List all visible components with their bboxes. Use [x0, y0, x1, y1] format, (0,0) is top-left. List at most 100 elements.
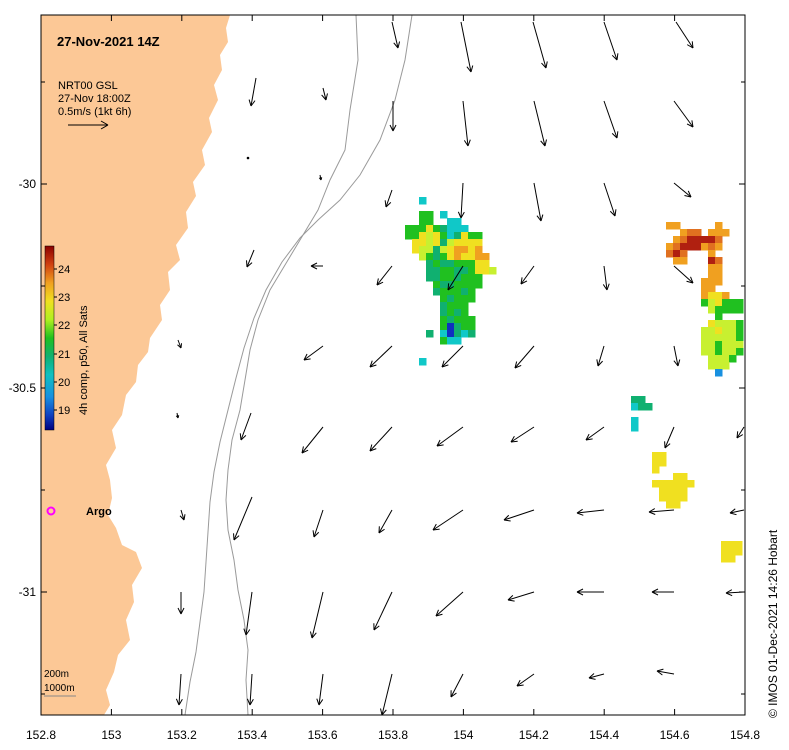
x-tick-label: 153.2: [167, 728, 197, 742]
colorbar-tick-label: 23: [58, 292, 70, 304]
current-vector: [675, 21, 694, 49]
x-tick-label: 153.8: [378, 728, 408, 742]
current-vector: [457, 182, 465, 219]
current-vector: [303, 345, 324, 361]
current-vector: [389, 101, 397, 132]
current-vector: [301, 426, 324, 454]
current-vector: [246, 156, 250, 160]
current-vector: [447, 265, 464, 291]
current-vector: [462, 100, 471, 147]
current-vector: [450, 673, 464, 698]
map-title: 27-Nov-2021 14Z: [57, 34, 160, 49]
x-axis-labels: 152.8 153 153.2 153.4 153.6 153.8 154 154.2 154.…: [26, 728, 760, 742]
current-vector: [391, 21, 401, 49]
x-tick-label: 154.8: [730, 728, 760, 742]
current-vector: [648, 508, 675, 515]
y-tick-label: -30.5: [9, 381, 37, 395]
y-tick-label: -30: [19, 177, 37, 191]
current-vector: [321, 87, 328, 101]
depth-legend-1000m: 1000m: [44, 683, 75, 694]
current-vector: [576, 508, 605, 516]
current-vectors: [175, 21, 745, 715]
x-tick-label: 154.6: [660, 728, 690, 742]
current-vector: [588, 673, 605, 680]
vector-legend-time: 27-Nov 18:00Z: [58, 93, 131, 105]
colorbar-tick-label: 24: [58, 264, 70, 276]
current-vector: [503, 509, 535, 522]
x-tick-label: 152.8: [26, 728, 56, 742]
x-tick-label: 154.4: [589, 728, 619, 742]
current-vector: [246, 673, 254, 706]
current-vector: [603, 21, 619, 61]
current-vector: [175, 673, 183, 706]
current-vector: [310, 262, 323, 270]
current-vector: [673, 182, 692, 198]
current-vector: [729, 508, 745, 516]
current-vector: [596, 345, 605, 367]
current-vector: [602, 265, 610, 291]
current-vector: [248, 77, 257, 107]
current-vector: [603, 100, 619, 139]
y-axis-labels: -30 -30.5 -31: [9, 177, 37, 599]
colorbar: 24 23 22 21 20 19 4h comp, p50, All Sats: [44, 245, 90, 431]
isobath-200m: [225, 15, 359, 715]
coastline-land: [41, 15, 230, 715]
argo-marker: [46, 506, 56, 516]
current-vector: [585, 426, 605, 441]
colorbar-scale: [44, 245, 55, 431]
current-vector: [651, 588, 674, 596]
colorbar-tick-label: 20: [58, 377, 70, 389]
current-vector: [533, 100, 547, 147]
colorbar-tick-label: 19: [58, 405, 70, 417]
current-vector: [533, 182, 544, 222]
current-vector: [243, 591, 253, 636]
vector-legend-scale: 0.5m/s (1kt 6h): [58, 106, 131, 118]
current-vector: [380, 673, 393, 715]
current-vector: [516, 673, 535, 687]
current-vector: [736, 426, 745, 439]
x-tick-label: 154: [453, 728, 473, 742]
x-tick-label: 154.2: [519, 728, 549, 742]
depth-legend-200m: 200m: [44, 669, 69, 680]
current-vector: [369, 426, 393, 452]
current-vector: [312, 509, 324, 538]
depth-legend: 200m 1000m: [44, 669, 76, 697]
current-vector: [510, 426, 535, 443]
current-vector: [175, 412, 180, 419]
current-vector: [318, 174, 323, 181]
axis-ticks: [40, 15, 746, 715]
x-tick-label: 153.6: [308, 728, 338, 742]
current-vector: [384, 189, 393, 208]
colorbar-tick-label: 22: [58, 320, 70, 332]
current-vector: [656, 668, 675, 676]
argo-label: Argo: [86, 506, 112, 518]
current-vector: [177, 339, 182, 349]
isobath-1000m: [184, 15, 413, 715]
colorbar-tick-label: 21: [58, 349, 70, 361]
current-vector: [376, 265, 393, 286]
current-vector: [532, 21, 548, 69]
vector-legend-arrow: [68, 120, 109, 130]
current-vector: [673, 345, 681, 367]
current-vector: [373, 591, 393, 631]
current-vector: [514, 345, 535, 369]
current-vector: [673, 265, 694, 284]
sst-pixels: [405, 197, 744, 563]
current-vector: [432, 509, 464, 531]
current-vector: [673, 100, 694, 128]
current-vector: [520, 265, 535, 285]
current-vector: [177, 592, 185, 615]
x-tick-label: 153: [101, 728, 121, 742]
current-vector: [309, 591, 324, 639]
current-vector: [436, 426, 464, 447]
current-vector: [369, 345, 393, 368]
current-vector: [233, 496, 253, 541]
y-tick-label: -31: [19, 585, 37, 599]
current-vector: [239, 412, 252, 441]
vector-legend-source: NRT00 GSL: [58, 80, 118, 92]
current-vector: [179, 509, 186, 521]
current-vector: [435, 591, 464, 617]
current-vector: [603, 182, 617, 217]
credit-text: © IMOS 01-Dec-2021 14:26 Hobart: [766, 529, 780, 718]
